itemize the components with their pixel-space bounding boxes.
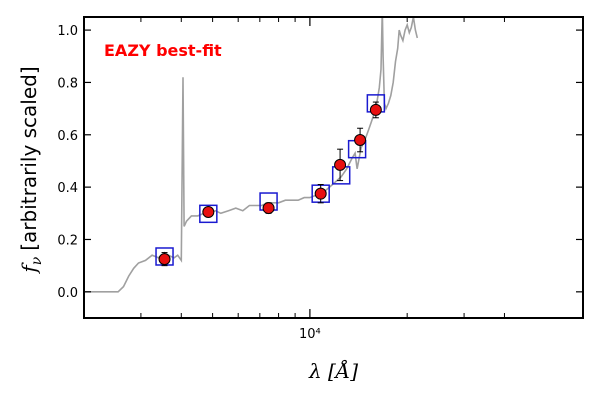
- observed-point-0: [158, 252, 171, 267]
- y-axis-label-subscript: ν: [29, 256, 45, 265]
- template-spectrum-line: [84, 17, 419, 293]
- observed-point-3: [314, 184, 327, 204]
- y-tick-label-4: 0.8: [57, 76, 78, 91]
- observed-point-6: [369, 101, 382, 119]
- observed-marker-2: [262, 202, 275, 215]
- y-axis: 0.0 0.2 0.4 0.6 0.8 1.0: [57, 24, 583, 301]
- observed-marker-4: [334, 158, 347, 171]
- observed-point-4: [334, 148, 347, 182]
- observed-point-1: [202, 205, 215, 218]
- observed-points: [158, 101, 382, 267]
- observed-marker-6: [369, 103, 382, 116]
- x-tick-label-major: 10⁴: [299, 327, 321, 342]
- y-tick-label-1: 0.2: [57, 233, 78, 248]
- observed-point-5: [354, 127, 367, 153]
- model-boxes: [155, 94, 386, 266]
- x-axis-label: λ [Å]: [308, 358, 358, 383]
- y-tick-label-5: 1.0: [57, 24, 78, 39]
- observed-marker-1: [202, 205, 215, 218]
- annotation-label: EAZY best-fit: [104, 41, 222, 60]
- y-tick-label-0: 0.0: [57, 286, 78, 301]
- y-tick-label-3: 0.6: [57, 129, 78, 144]
- x-axis: 10⁴: [140, 17, 505, 342]
- observed-marker-3: [314, 187, 327, 200]
- observed-point-2: [262, 202, 275, 215]
- observed-marker-5: [354, 134, 367, 147]
- y-axis-label-text: [arbitrarily scaled]: [17, 66, 41, 250]
- y-tick-label-2: 0.4: [57, 181, 78, 196]
- plot-frame: [83, 16, 584, 319]
- y-axis-label: fν[arbitrarily scaled]: [17, 66, 45, 274]
- observed-marker-0: [158, 253, 171, 266]
- model-box-1: [199, 204, 218, 224]
- plot-area: [84, 17, 419, 293]
